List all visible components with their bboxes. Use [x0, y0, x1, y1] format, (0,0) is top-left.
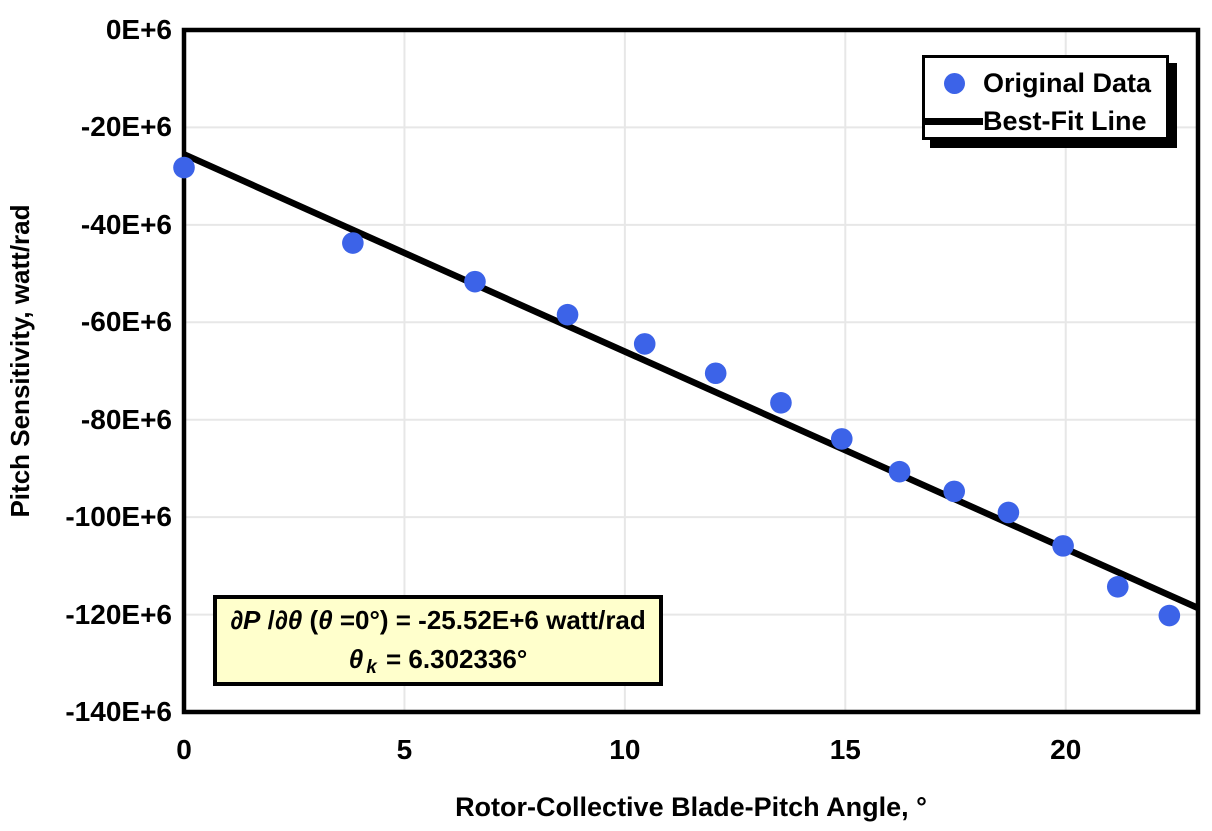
annotation-text-segment: =0°) = -25.52E+6 watt/rad — [332, 605, 646, 635]
x-tick-label: 15 — [829, 734, 861, 765]
y-tick-label: -80E+6 — [80, 403, 172, 435]
y-tick-label: -120E+6 — [65, 598, 172, 630]
data-point — [704, 362, 727, 385]
legend-marker-cell — [925, 72, 983, 94]
y-tick-label: 0E+6 — [105, 14, 172, 45]
annotation-text-segment: ( — [302, 605, 319, 635]
data-point — [943, 480, 965, 503]
x-tick-label: 5 — [396, 734, 413, 765]
data-point — [997, 501, 1020, 524]
data-point — [1052, 535, 1074, 557]
y-tick-label: -20E+6 — [80, 111, 172, 143]
legend-entry-best-fit-line: Best-Fit Line — [925, 102, 1166, 140]
annotation-text-segment: = 6.302336° — [378, 644, 528, 674]
data-point — [556, 303, 579, 326]
data-point — [173, 156, 195, 179]
legend: Original Data Best-Fit Line — [922, 55, 1169, 140]
legend-entry-original-data: Original Data — [925, 64, 1166, 102]
plot-frame — [181, 27, 1201, 715]
annotation-text-segment: k — [366, 657, 377, 678]
data-point — [464, 270, 486, 293]
annotation-text-segment: / — [260, 605, 275, 635]
annotation-text-segment: ∂P — [230, 605, 261, 635]
x-tick-label: 20 — [1050, 734, 1082, 765]
legend-label-original-data: Original Data — [983, 67, 1152, 98]
data-point — [633, 333, 656, 355]
y-tick-label: -100E+6 — [65, 501, 172, 533]
scatter-marker-icon — [943, 72, 965, 94]
x-tick-label: 10 — [609, 734, 641, 765]
x-tick-label: 0 — [176, 734, 192, 765]
x-axis-title: Rotor-Collective Blade-Pitch Angle, ° — [455, 792, 927, 822]
annotation-text-segment: ∂θ — [274, 605, 303, 635]
data-point — [1158, 604, 1181, 627]
y-axis-title: Pitch Sensitivity, watt/rad — [5, 204, 35, 518]
legend-marker-cell — [925, 117, 983, 125]
y-tick-label: -40E+6 — [80, 208, 172, 240]
data-point — [830, 428, 853, 450]
legend-label-best-fit-line: Best-Fit Line — [983, 105, 1147, 136]
annotation-line-1: ∂P /∂θ (θ =0°) = -25.52E+6 watt/rad — [217, 601, 659, 640]
data-point — [1106, 576, 1129, 598]
annotation-text-segment: θ — [318, 605, 333, 635]
y-tick-label: -140E+6 — [65, 696, 172, 727]
data-point — [888, 460, 911, 483]
y-tick-label: -60E+6 — [80, 306, 172, 338]
line-marker-icon — [925, 117, 983, 125]
best-fit-line — [182, 151, 1200, 611]
annotation-text-segment: θ — [348, 644, 364, 674]
data-point — [770, 392, 792, 414]
data-point — [342, 232, 364, 254]
